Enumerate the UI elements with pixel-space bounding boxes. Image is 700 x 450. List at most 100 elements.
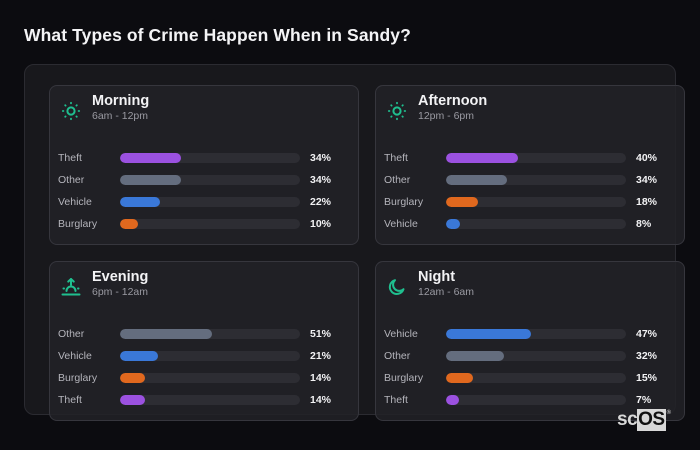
bar-fill	[446, 329, 531, 339]
sun-icon	[386, 100, 408, 122]
bar-label: Burglary	[384, 372, 424, 384]
bar-fill	[120, 197, 160, 207]
bar-value: 8%	[636, 218, 652, 230]
card-time-range: 12am - 6am	[418, 286, 475, 298]
bar-row: Other 32%	[384, 345, 674, 367]
bar-value: 47%	[636, 328, 658, 340]
bar-value: 34%	[310, 174, 332, 186]
bar-track	[120, 219, 300, 229]
bar-track	[120, 395, 300, 405]
bar-fill	[120, 153, 182, 163]
bar-fill	[120, 175, 182, 185]
bar-row: Burglary 18%	[384, 191, 674, 213]
bar-track	[120, 175, 300, 185]
bar-value: 51%	[310, 328, 332, 340]
bar-track	[446, 373, 626, 383]
bar-track	[120, 153, 300, 163]
bar-track	[446, 219, 626, 229]
card-time-range: 6am - 12pm	[92, 110, 149, 122]
bar-row: Theft 14%	[58, 389, 348, 411]
bar-track	[120, 351, 300, 361]
bar-list: Theft 34% Other 34% Vehicle 22% Burglary 10%	[58, 147, 348, 235]
bar-row: Theft 40%	[384, 147, 674, 169]
card-title: Night	[418, 269, 456, 285]
bar-row: Theft 7%	[384, 389, 674, 411]
bar-fill	[446, 351, 504, 361]
bar-value: 40%	[636, 152, 658, 164]
bar-value: 34%	[636, 174, 658, 186]
bar-row: Vehicle 22%	[58, 191, 348, 213]
card-time-range: 6pm - 12am	[92, 286, 149, 298]
bar-track	[446, 395, 626, 405]
bar-track	[120, 329, 300, 339]
bar-row: Other 34%	[384, 169, 674, 191]
bar-track	[120, 197, 300, 207]
bar-track	[446, 153, 626, 163]
brand-logo: sc OS ®	[617, 409, 671, 431]
bar-list: Other 51% Vehicle 21% Burglary 14% Theft 14%	[58, 323, 348, 411]
bar-list: Theft 40% Other 34% Burglary 18% Vehicle 8%	[384, 147, 674, 235]
bar-value: 21%	[310, 350, 332, 362]
card-header: Afternoon 12pm - 6pm	[386, 92, 487, 123]
bar-label: Theft	[384, 152, 408, 164]
card-title: Afternoon	[418, 93, 488, 109]
bar-fill	[446, 373, 473, 383]
bar-label: Burglary	[58, 218, 98, 230]
registered-mark: ®	[666, 410, 671, 416]
bar-value: 15%	[636, 372, 658, 384]
page-title: What Types of Crime Happen When in Sandy…	[24, 25, 411, 45]
bar-row: Burglary 15%	[384, 367, 674, 389]
bar-track	[446, 329, 626, 339]
bar-label: Vehicle	[58, 196, 92, 208]
bar-fill	[120, 395, 146, 405]
moon-icon	[386, 276, 408, 298]
bar-fill	[446, 153, 518, 163]
sun-icon	[60, 100, 82, 122]
bar-label: Other	[58, 328, 85, 340]
card-evening: Evening 6pm - 12am Other 51% Vehicle 21% Bur…	[49, 261, 359, 421]
card-title: Evening	[92, 269, 149, 285]
bar-value: 14%	[310, 394, 332, 406]
card-night: Night 12am - 6am Vehicle 47% Other 32% Burgl…	[375, 261, 685, 421]
bar-track	[446, 197, 626, 207]
bar-value: 18%	[636, 196, 658, 208]
bar-label: Other	[384, 350, 411, 362]
card-header: Evening 6pm - 12am	[60, 268, 148, 299]
bar-label: Burglary	[384, 196, 424, 208]
bar-row: Burglary 14%	[58, 367, 348, 389]
bar-row: Other 51%	[58, 323, 348, 345]
bar-label: Other	[58, 174, 85, 186]
sunset-icon	[60, 276, 82, 298]
bar-row: Other 34%	[58, 169, 348, 191]
card-header: Night 12am - 6am	[386, 268, 474, 299]
bar-row: Vehicle 47%	[384, 323, 674, 345]
bar-label: Theft	[58, 394, 82, 406]
bar-fill	[446, 175, 508, 185]
bar-fill	[446, 219, 461, 229]
card-title: Morning	[92, 93, 150, 109]
bar-label: Burglary	[58, 372, 98, 384]
bar-fill	[446, 197, 479, 207]
bar-label: Theft	[58, 152, 82, 164]
bar-label: Vehicle	[58, 350, 92, 362]
bar-fill	[120, 219, 138, 229]
bar-row: Vehicle 21%	[58, 345, 348, 367]
bar-value: 10%	[310, 218, 332, 230]
card-header: Morning 6am - 12pm	[60, 92, 149, 123]
bar-fill	[446, 395, 459, 405]
bar-value: 7%	[636, 394, 652, 406]
bar-row: Vehicle 8%	[384, 213, 674, 235]
bar-fill	[120, 329, 212, 339]
bar-fill	[120, 373, 146, 383]
bar-value: 22%	[310, 196, 332, 208]
bar-track	[120, 373, 300, 383]
bar-label: Theft	[384, 394, 408, 406]
bar-row: Theft 34%	[58, 147, 348, 169]
bar-label: Other	[384, 174, 411, 186]
bar-value: 32%	[636, 350, 658, 362]
bar-value: 34%	[310, 152, 332, 164]
bar-fill	[120, 351, 158, 361]
bar-label: Vehicle	[384, 218, 418, 230]
bar-list: Vehicle 47% Other 32% Burglary 15% Theft 7%	[384, 323, 674, 411]
bar-track	[446, 351, 626, 361]
